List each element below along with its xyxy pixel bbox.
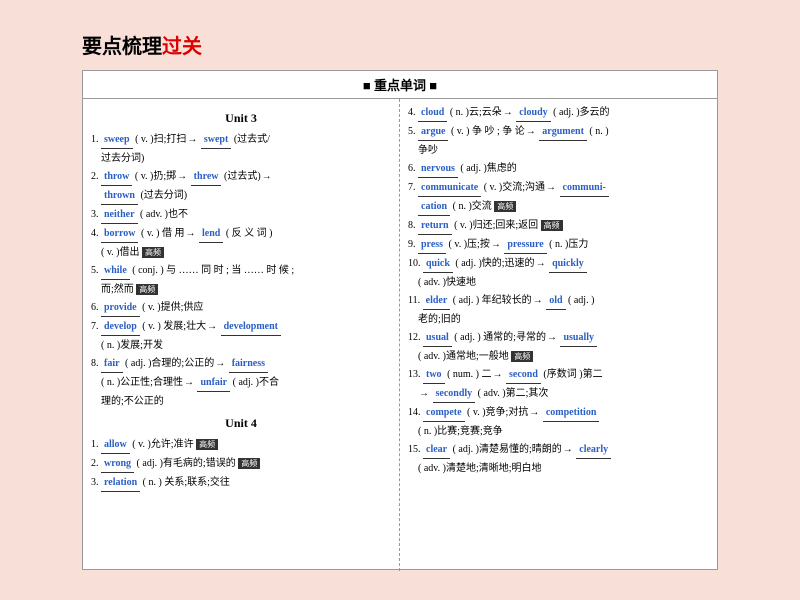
list-item: 3. neither ( adv. )也不 [91,207,391,224]
box-header: ■ 重点单词 ■ [83,71,717,99]
list-item: 8. return ( v. )归还;回来;返回 高频 [408,218,709,235]
list-item: 过去分词) [91,151,391,167]
list-item: 8. fair ( adj. )合理的;公正的→ fairness [91,356,391,373]
list-item: cation ( n. )交流 高频 [408,199,709,216]
list-item: 15. clear ( adj. )清楚易懂的;晴朗的→ clearly [408,442,709,459]
list-item: 14. compete ( v. )竞争;对抗→ competition [408,405,709,422]
list-item: ( v. )借出 高频 [91,245,391,261]
list-item: 2. wrong ( adj. )有毛病的;错误的 高频 [91,456,391,473]
list-item: 12. usual ( adj. ) 通常的;寻常的→ usually [408,330,709,347]
list-item: ( adv. )清楚地;清晰地;明白地 [408,461,709,477]
right-column: 4. cloud ( n. )云;云朵→ cloudy ( adj. )多云的 … [400,99,717,571]
list-item: 5. argue ( v. ) 争 吵 ; 争 论→ argument ( n.… [408,124,709,141]
list-item: 6. provide ( v. )提供;供应 [91,300,391,317]
list-item: 5. while ( conj. ) 与 …… 同 时 ; 当 …… 时 候 ; [91,263,391,280]
list-item: 3. relation ( n. ) 关系;联系;交往 [91,475,391,492]
unit4-title: Unit 4 [91,414,391,433]
list-item: 理的;不公正的 [91,394,391,410]
list-item: 4. borrow ( v. ) 借 用→ lend ( 反 义 词 ) [91,226,391,243]
list-item: → secondly ( adv. )第二;其次 [408,386,709,403]
list-item: 11. elder ( adj. ) 年纪较长的→ old ( adj. ) [408,293,709,310]
list-item: ( adv. )快速地 [408,275,709,291]
list-item: 1. allow ( v. )允许;准许 高频 [91,437,391,454]
list-item: 7. develop ( v. ) 发展;壮大→ development [91,319,391,336]
vocab-box: ■ 重点单词 ■ Unit 3 1. sweep ( v. )扫;打扫→ swe… [82,70,718,570]
title-black: 要点梳理 [82,36,162,58]
list-item: ( adv. )通常地;一般地 高频 [408,349,709,365]
list-item: ( n. )发展;开发 [91,338,391,354]
list-item: 2. throw ( v. )扔;掷→ threw (过去式)→ [91,169,391,186]
list-item: 而;然而 高频 [91,282,391,298]
list-item: 争吵 [408,143,709,159]
page-title: 要点梳理过关 [82,30,202,59]
list-item: 9. press ( v. )压;按→ pressure ( n. )压力 [408,237,709,254]
list-item: 10. quick ( adj. )快的;迅速的→ quickly [408,256,709,273]
unit3-title: Unit 3 [91,109,391,128]
list-item: thrown (过去分词) [91,188,391,205]
list-item: 13. two ( num. ) 二→ second (序数词 )第二 [408,367,709,384]
list-item: 6. nervous ( adj. )焦虑的 [408,161,709,178]
list-item: ( n. )公正性;合理性→ unfair ( adj. )不合 [91,375,391,392]
list-item: 1. sweep ( v. )扫;打扫→ swept (过去式/ [91,132,391,149]
list-item: 4. cloud ( n. )云;云朵→ cloudy ( adj. )多云的 [408,105,709,122]
title-red: 过关 [162,36,202,58]
list-item: ( n. )比赛;竞赛;竞争 [408,424,709,440]
left-column: Unit 3 1. sweep ( v. )扫;打扫→ swept (过去式/ … [83,99,400,571]
list-item: 7. communicate ( v. )交流;沟通→ communi- [408,180,709,197]
box-content: Unit 3 1. sweep ( v. )扫;打扫→ swept (过去式/ … [83,99,717,571]
list-item: 老的;旧的 [408,312,709,328]
